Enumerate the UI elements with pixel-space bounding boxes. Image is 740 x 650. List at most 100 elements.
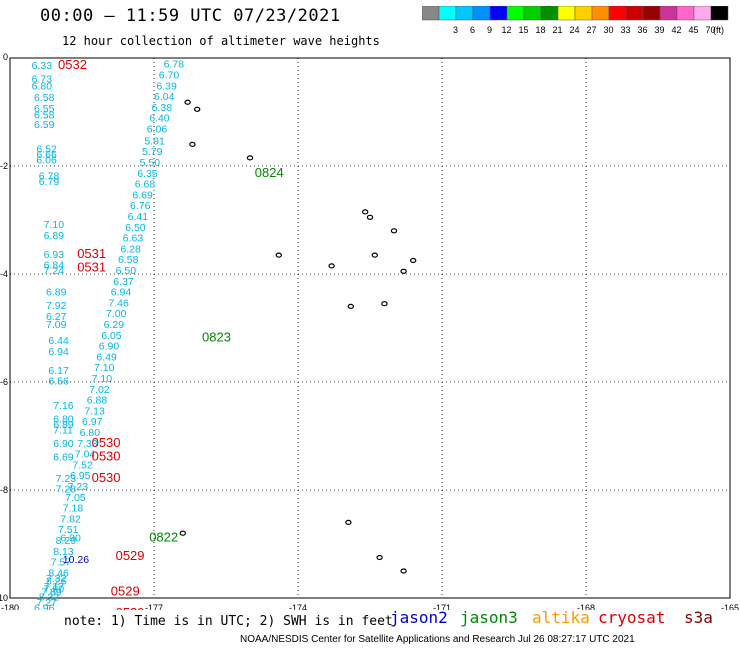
pass-time-label: 0530 bbox=[92, 448, 121, 463]
wave-height-value: 7.92 bbox=[46, 300, 67, 312]
footer-note: note: 1) Time is in UTC; 2) SWH is in fe… bbox=[64, 614, 393, 629]
wave-height-value: 6.89 bbox=[44, 230, 65, 242]
legend-label: 15 bbox=[518, 25, 528, 35]
wave-height-value: 8.46 bbox=[48, 567, 69, 579]
wave-height-value: 6.84 bbox=[44, 260, 65, 272]
y-tick-label: -6 bbox=[0, 377, 8, 387]
pass-time-label: 0531 bbox=[77, 259, 106, 274]
satellite-name-jason2: jason2 bbox=[390, 608, 448, 627]
wave-height-value: 6.73 bbox=[32, 73, 53, 85]
legend-label: 9 bbox=[487, 25, 492, 35]
wave-height-value: 7.23 bbox=[68, 481, 89, 493]
wave-height-value: 6.59 bbox=[34, 119, 55, 131]
pass-time-label: 0529 bbox=[116, 605, 145, 610]
wave-height-value: 7.57 bbox=[51, 557, 72, 569]
wave-height-value: 6.68 bbox=[135, 179, 156, 191]
wave-height-value: 5.79 bbox=[142, 146, 163, 158]
y-tick-label: -2 bbox=[0, 161, 8, 171]
wave-height-value: 6.94 bbox=[48, 346, 69, 358]
wave-height-value: 6.93 bbox=[44, 249, 65, 261]
wave-height-value: 6.38 bbox=[152, 102, 173, 114]
wave-height-value: 6.78 bbox=[164, 59, 185, 71]
legend-label: 70 bbox=[705, 25, 715, 35]
wave-height-value: 6.89 bbox=[53, 419, 74, 431]
wave-height-value: 6.35 bbox=[137, 168, 158, 180]
wave-height-value: 7.33 bbox=[77, 438, 98, 450]
wave-height-value: 6.96 bbox=[34, 603, 55, 611]
wave-height-value: 7.52 bbox=[72, 459, 93, 471]
wave-height-value: 6.04 bbox=[154, 91, 175, 103]
wave-height-value: 6.27 bbox=[46, 311, 67, 323]
wave-height-value: 7.04 bbox=[75, 449, 96, 461]
wave-height-value: 7.28 bbox=[56, 484, 77, 496]
wave-height-value: 6.39 bbox=[156, 80, 177, 92]
pass-time-label: 0529 bbox=[111, 583, 140, 598]
island-outline bbox=[179, 530, 186, 536]
wave-height-value: 6.50 bbox=[116, 265, 137, 277]
wave-height-value: 7.00 bbox=[106, 308, 127, 320]
wave-height-color-legend: 3 6 9 12 15 18 21 24 27 30 33 36 39 42 45 70(ft) bbox=[422, 6, 729, 35]
x-tick-label: -177 bbox=[145, 603, 163, 610]
wave-height-value: 7.24 bbox=[44, 265, 65, 277]
wave-height-value: 6.97 bbox=[82, 416, 103, 428]
wave-height-value: 7.23 bbox=[56, 473, 77, 485]
wave-height-value: 6.49 bbox=[96, 351, 117, 363]
wave-height-value: 6.80 bbox=[80, 427, 101, 439]
wave-height-value: 6.33 bbox=[32, 60, 53, 72]
x-tick-label: -174 bbox=[289, 603, 307, 610]
pass-time-label: 0530 bbox=[92, 435, 121, 450]
legend-label: 3 bbox=[453, 25, 458, 35]
legend-label: 27 bbox=[586, 25, 596, 35]
island-outline bbox=[381, 301, 388, 307]
island-outline bbox=[189, 141, 196, 147]
satellite-name-jason3: jason3 bbox=[460, 608, 518, 627]
pass-time-label: 0822 bbox=[149, 529, 178, 544]
island-outline bbox=[347, 303, 354, 309]
y-tick-label: -8 bbox=[0, 485, 8, 495]
page-title: 00:00 — 11:59 UTC 07/23/2021 bbox=[40, 6, 341, 26]
pass-time-label: 0529 bbox=[116, 548, 145, 563]
wave-height-value: 6.28 bbox=[120, 243, 141, 255]
wave-height-value: 7.82 bbox=[60, 513, 81, 525]
island-outline bbox=[184, 99, 191, 105]
y-tick-label: 0 bbox=[3, 52, 8, 62]
legend-label: 30 bbox=[603, 25, 613, 35]
wave-height-value: 6.41 bbox=[128, 211, 149, 223]
wave-height-value: 7.10 bbox=[92, 373, 113, 385]
page-subtitle: 12 hour collection of altimeter wave hei… bbox=[62, 34, 380, 48]
wave-height-value: 7.17 bbox=[44, 581, 65, 593]
x-tick-label: -168 bbox=[577, 603, 595, 610]
y-tick-label: -10 bbox=[0, 593, 8, 603]
wave-height-value: 7.46 bbox=[108, 297, 129, 309]
island-outline bbox=[400, 268, 407, 274]
wave-height-value: 5.50 bbox=[140, 157, 161, 169]
satellite-name-cryosat: cryosat bbox=[598, 608, 666, 627]
wave-height-value: 6.80 bbox=[53, 414, 74, 426]
wave-height-value: 6.37 bbox=[113, 276, 134, 288]
wave-height-value: 6.95 bbox=[70, 470, 91, 482]
wave-height-value: 6.55 bbox=[34, 103, 55, 115]
wave-height-value: 6.52 bbox=[36, 144, 57, 156]
legend-label: 12 bbox=[501, 25, 511, 35]
wave-height-value: 8.26 bbox=[46, 576, 67, 588]
wave-height-value: 6.58 bbox=[34, 109, 55, 121]
wave-height-value: 6.06 bbox=[36, 154, 57, 166]
wave-height-value: 6.17 bbox=[48, 365, 69, 377]
wave-height-value: 6.05 bbox=[101, 330, 122, 342]
wave-height-value: 7.05 bbox=[65, 492, 86, 504]
wave-height-value: 7.89 bbox=[41, 586, 62, 598]
wave-height-value: 6.58 bbox=[34, 92, 55, 104]
pass-time-label: 0532 bbox=[58, 57, 87, 72]
wave-height-value: 7.51 bbox=[58, 524, 79, 536]
x-tick-label: -165 bbox=[721, 603, 739, 610]
satellite-name-altika: altika bbox=[532, 608, 590, 627]
wave-height-value: 7.10 bbox=[44, 219, 65, 231]
legend-label: 42 bbox=[671, 25, 681, 35]
island-outline bbox=[362, 209, 369, 215]
pass-time-label: 0823 bbox=[202, 330, 231, 345]
legend-label: 21 bbox=[552, 25, 562, 35]
legend-label: 33 bbox=[620, 25, 630, 35]
wave-height-value: 6.44 bbox=[48, 335, 69, 347]
island-outline bbox=[328, 263, 335, 269]
wave-height-value: 10.26 bbox=[63, 554, 89, 566]
